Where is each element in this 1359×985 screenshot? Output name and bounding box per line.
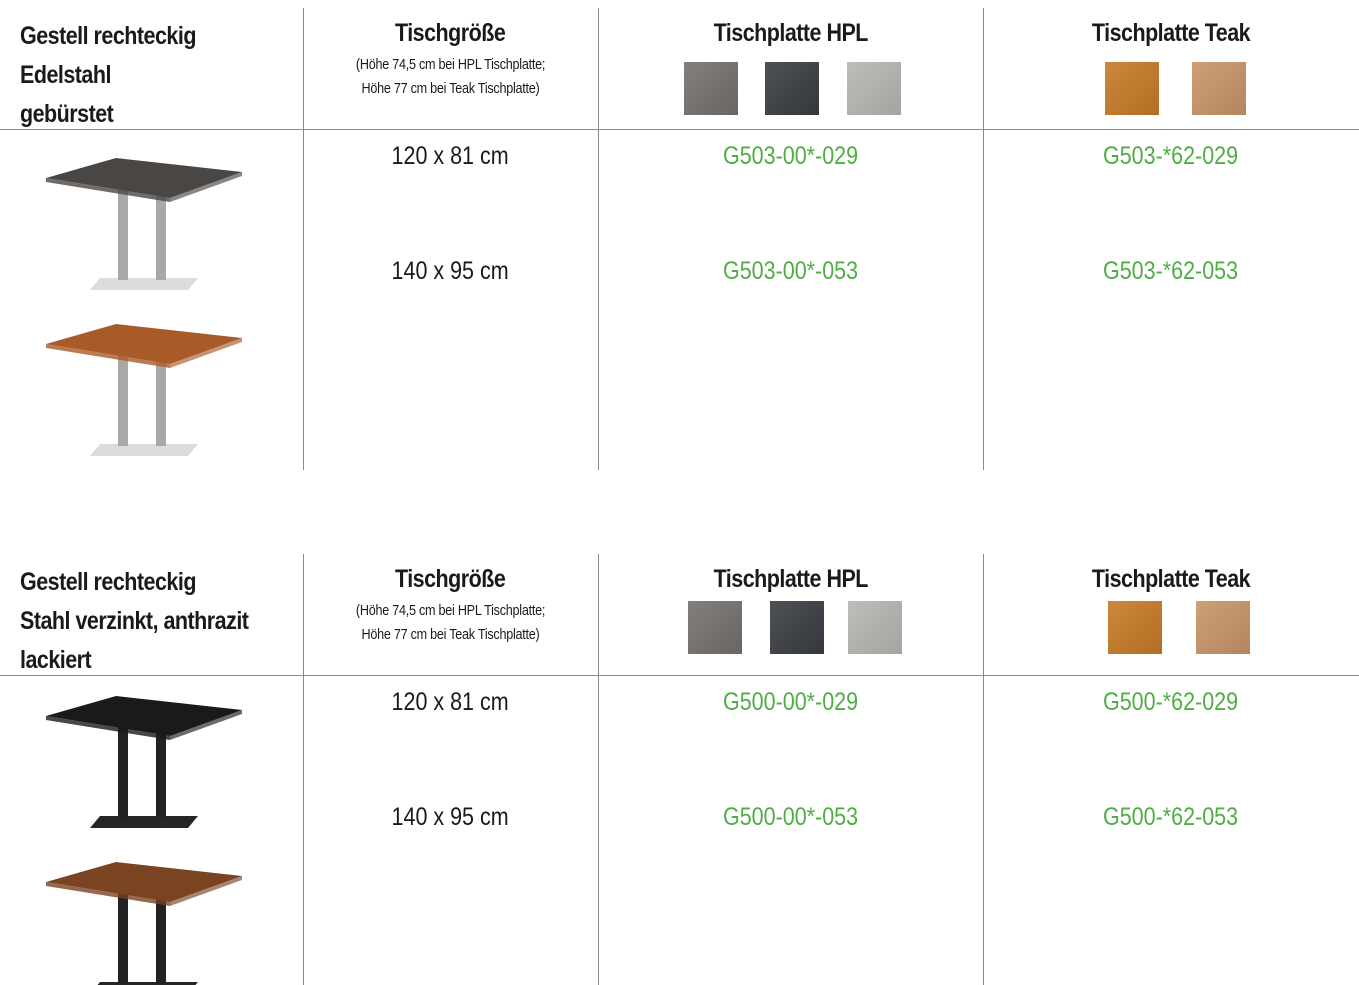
hpl-article-code: G500-00*-029 bbox=[722, 688, 859, 716]
hpl-dark-anthracite-swatch bbox=[770, 601, 824, 654]
frame-title-line: gebürstet bbox=[20, 100, 114, 128]
height-note-line: Höhe 77 cm bei Teak Tischplatte) bbox=[361, 80, 540, 97]
table-leg bbox=[156, 354, 166, 446]
table-top-edge bbox=[170, 172, 242, 202]
table-top bbox=[46, 696, 242, 736]
height-note: (Höhe 74,5 cm bei HPL Tischplatte; Höhe … bbox=[303, 53, 598, 101]
column-divider bbox=[983, 8, 984, 470]
teak-article-code: G503-*62-029 bbox=[1103, 142, 1239, 170]
table-size-cell: 140 x 95 cm bbox=[391, 257, 510, 285]
table-top bbox=[46, 324, 242, 364]
hpl-concrete-grey-swatch bbox=[688, 601, 742, 654]
table-top-edge bbox=[170, 710, 242, 740]
frame-title: Gestell rechteckig Edelstahl gebürstet bbox=[20, 17, 257, 134]
hpl-concrete-grey-swatch bbox=[684, 62, 738, 115]
table-leg bbox=[118, 354, 128, 446]
table-leg bbox=[156, 726, 166, 818]
anthracite-table-hpl-top-image bbox=[38, 688, 248, 838]
teak-article-code: G503-*62-053 bbox=[1103, 257, 1239, 285]
frame-title-line: Stahl verzinkt, anthrazit bbox=[20, 607, 249, 635]
height-note-line: (Höhe 74,5 cm bei HPL Tischplatte; bbox=[355, 602, 546, 619]
teak-article-code: G500-*62-053 bbox=[1103, 803, 1239, 831]
height-note: (Höhe 74,5 cm bei HPL Tischplatte; Höhe … bbox=[303, 599, 598, 647]
table-top-edge bbox=[46, 716, 170, 740]
stainless-table-teak-top-image bbox=[38, 316, 248, 466]
hpl-column-header: Tischplatte HPL bbox=[713, 19, 868, 47]
table-leg bbox=[118, 188, 128, 280]
column-divider bbox=[983, 554, 984, 985]
hpl-light-grey-swatch bbox=[848, 601, 902, 654]
hpl-article-code: G503-00*-029 bbox=[722, 142, 859, 170]
table-top-edge bbox=[46, 882, 170, 906]
hpl-dark-anthracite-swatch bbox=[765, 62, 819, 115]
size-column-header: Tischgröße bbox=[395, 19, 506, 47]
table-top bbox=[46, 158, 242, 198]
table-leg bbox=[156, 892, 166, 984]
column-divider bbox=[303, 8, 304, 470]
teak-column-header: Tischplatte Teak bbox=[1091, 19, 1251, 47]
teak-natural-swatch bbox=[1196, 601, 1250, 654]
table-size-cell: 140 x 95 cm bbox=[391, 803, 510, 831]
table-illustration bbox=[46, 862, 242, 985]
teak-natural-swatch bbox=[1192, 62, 1246, 115]
teak-oiled-swatch bbox=[1108, 601, 1162, 654]
frame-title-line: lackiert bbox=[20, 646, 92, 674]
table-leg bbox=[118, 726, 128, 818]
table-size-cell: 120 x 81 cm bbox=[391, 688, 510, 716]
stainless-table-hpl-top-image bbox=[38, 150, 248, 300]
table-illustration bbox=[46, 324, 242, 456]
header-divider bbox=[0, 129, 1359, 130]
anthracite-table-teak-top-image bbox=[38, 854, 248, 985]
hpl-article-code: G503-00*-053 bbox=[722, 257, 859, 285]
teak-article-code: G500-*62-029 bbox=[1103, 688, 1239, 716]
frame-title-line: Gestell rechteckig bbox=[20, 22, 196, 50]
table-base-plate bbox=[90, 278, 198, 290]
hpl-light-grey-swatch bbox=[847, 62, 901, 115]
table-top-edge bbox=[170, 338, 242, 368]
table-section-stainless: Gestell rechteckig Edelstahl gebürstet T… bbox=[0, 8, 1359, 470]
table-illustration bbox=[46, 696, 242, 828]
teak-column-header: Tischplatte Teak bbox=[1091, 565, 1251, 593]
column-divider bbox=[598, 8, 599, 470]
height-note-line: (Höhe 74,5 cm bei HPL Tischplatte; bbox=[355, 56, 546, 73]
hpl-article-code: G500-00*-053 bbox=[722, 803, 859, 831]
table-base-plate bbox=[90, 816, 198, 828]
table-illustration bbox=[46, 158, 242, 290]
column-divider bbox=[303, 554, 304, 985]
table-leg bbox=[118, 892, 128, 984]
hpl-column-header: Tischplatte HPL bbox=[713, 565, 868, 593]
table-base-plate bbox=[90, 444, 198, 456]
table-top bbox=[46, 862, 242, 902]
size-column-header: Tischgröße bbox=[395, 565, 506, 593]
table-leg bbox=[156, 188, 166, 280]
table-top-edge bbox=[46, 344, 170, 368]
table-size-cell: 120 x 81 cm bbox=[391, 142, 510, 170]
height-note-line: Höhe 77 cm bei Teak Tischplatte) bbox=[361, 626, 540, 643]
column-divider bbox=[598, 554, 599, 985]
table-top-edge bbox=[46, 178, 170, 202]
header-divider bbox=[0, 675, 1359, 676]
table-top-edge bbox=[170, 876, 242, 906]
frame-title-line: Gestell rechteckig bbox=[20, 568, 196, 596]
frame-title-line: Edelstahl bbox=[20, 61, 111, 89]
frame-title: Gestell rechteckig Stahl verzinkt, anthr… bbox=[20, 563, 257, 680]
table-section-anthracite: Gestell rechteckig Stahl verzinkt, anthr… bbox=[0, 554, 1359, 985]
teak-oiled-swatch bbox=[1105, 62, 1159, 115]
